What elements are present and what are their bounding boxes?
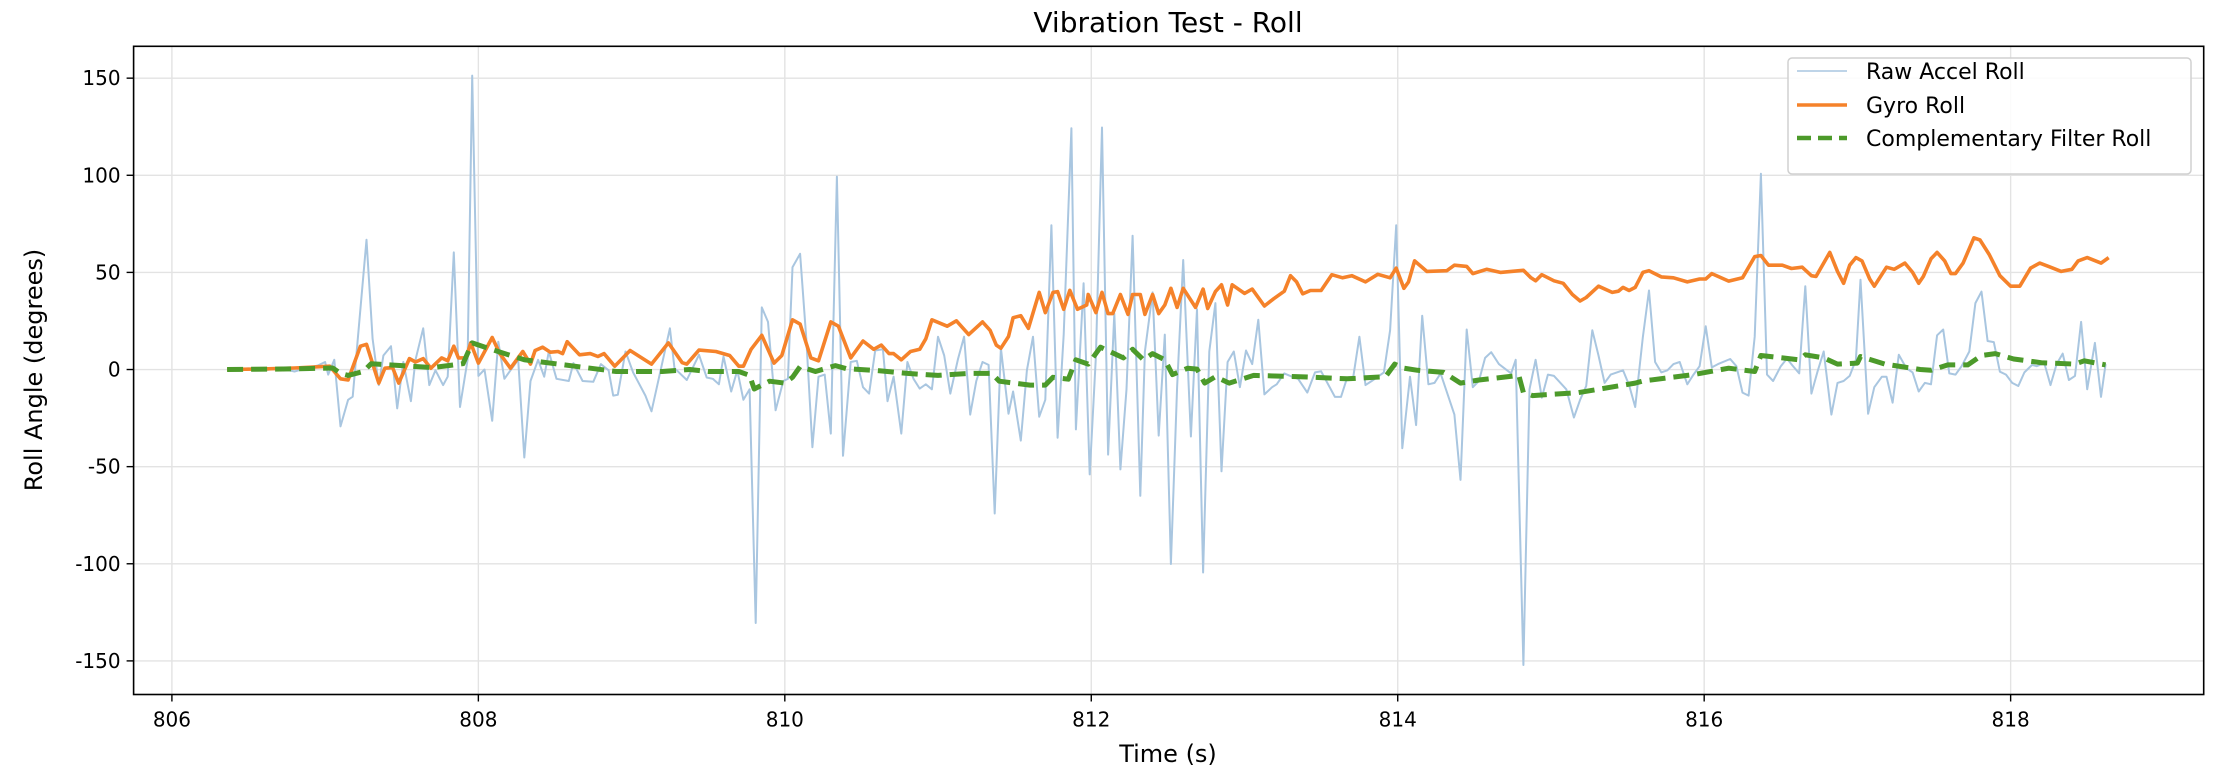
y-tick-label: -50 — [88, 455, 121, 479]
x-tick-label: 818 — [1992, 708, 2030, 732]
x-axis-label: Time (s) — [1118, 740, 1217, 768]
x-tick-label: 808 — [459, 708, 497, 732]
legend-label-filter: Complementary Filter Roll — [1866, 127, 2151, 152]
plot-frame — [132, 45, 2205, 696]
complementary-filter-roll-line — [227, 340, 2107, 399]
x-tick-label: 816 — [1685, 708, 1723, 732]
y-axis-label: Roll Angle (degrees) — [20, 249, 48, 492]
y-tick-label: -100 — [75, 552, 120, 576]
axis-ticks: 806 808 810 812 814 816 818 -150 -100 -50 0 50 100 15… — [75, 66, 2030, 731]
x-tick-label: 806 — [153, 708, 191, 732]
raw-accel-roll-line — [227, 74, 2107, 666]
y-tick-label: -150 — [75, 649, 120, 673]
y-tick-label: 0 — [108, 358, 121, 382]
x-tick-label: 812 — [1072, 708, 1110, 732]
y-tick-label: 50 — [95, 260, 120, 284]
y-tick-label: 150 — [82, 66, 120, 90]
legend-box — [1787, 57, 2192, 175]
y-tick-label: 100 — [82, 163, 120, 187]
gyro-roll-line — [227, 236, 2110, 385]
legend-label-gyro: Gyro Roll — [1866, 94, 1965, 119]
legend: Raw Accel Roll Gyro Roll Complementary F… — [1787, 57, 2192, 175]
x-tick-label: 814 — [1379, 708, 1417, 732]
series-lines — [227, 74, 2110, 666]
x-tick-label: 810 — [766, 708, 804, 732]
chart-title: Vibration Test - Roll — [1033, 6, 1302, 39]
legend-label-raw: Raw Accel Roll — [1866, 60, 2025, 85]
